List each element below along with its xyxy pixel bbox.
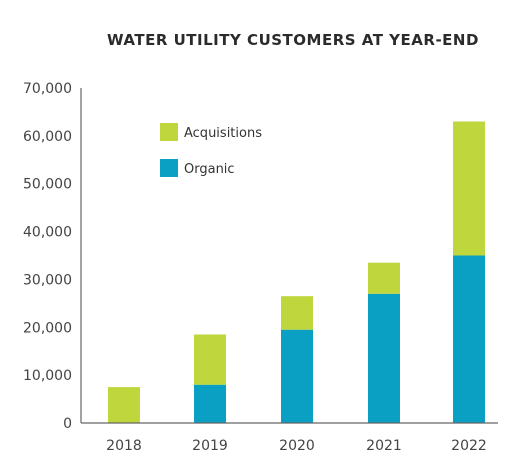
legend-label-acquisitions: Acquisitions	[184, 126, 262, 141]
x-tick-label-2022: 2022	[451, 438, 487, 454]
bar-organic-2019	[194, 384, 226, 423]
bars-group	[108, 121, 485, 423]
bar-acquisitions-2021	[368, 262, 400, 294]
y-axis-ticks: 0 10,000 20,000 30,000 40,000 50,000 60,000 70,…	[23, 81, 72, 432]
y-tick-label: 40,000	[23, 225, 72, 241]
y-tick-label: 20,000	[23, 320, 72, 336]
bar-organic-2022	[453, 255, 485, 423]
legend: Acquisitions Organic	[160, 123, 262, 177]
bar-acquisitions-2018	[108, 387, 140, 423]
x-axis-ticks: 2018 2019 2020 2021 2022	[106, 438, 487, 454]
chart-title: WATER UTILITY CUSTOMERS AT YEAR-END	[107, 31, 479, 49]
y-tick-label: 50,000	[23, 177, 72, 193]
y-tick-label: 70,000	[23, 81, 72, 97]
y-tick-label: 0	[63, 416, 72, 432]
bar-organic-2021	[368, 293, 400, 423]
legend-swatch-organic	[160, 159, 178, 177]
bar-acquisitions-2019	[194, 334, 226, 385]
y-tick-label: 10,000	[23, 368, 72, 384]
x-tick-label-2019: 2019	[192, 438, 228, 454]
x-tick-label-2018: 2018	[106, 438, 142, 454]
x-tick-label-2020: 2020	[279, 438, 315, 454]
y-tick-label: 30,000	[23, 272, 72, 288]
bar-acquisitions-2020	[281, 296, 313, 330]
y-tick-label: 60,000	[23, 129, 72, 145]
x-tick-label-2021: 2021	[366, 438, 402, 454]
legend-label-organic: Organic	[184, 162, 235, 177]
bar-acquisitions-2022	[453, 121, 485, 256]
bar-organic-2020	[281, 329, 313, 423]
legend-swatch-acquisitions	[160, 123, 178, 141]
